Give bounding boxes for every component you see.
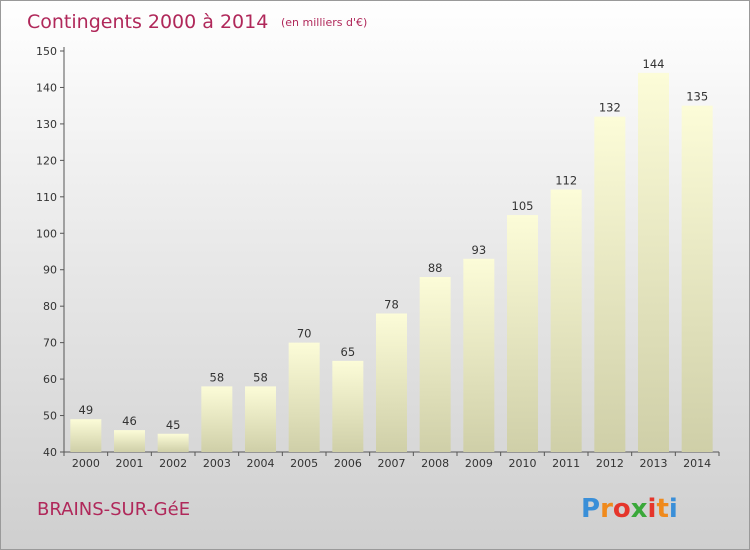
data-label-2006: 65 bbox=[341, 345, 356, 359]
bar-2007 bbox=[376, 313, 407, 452]
bar-2011 bbox=[550, 189, 582, 452]
x-tick-label-2009: 2009 bbox=[465, 457, 493, 470]
data-label-2011: 112 bbox=[555, 174, 577, 188]
logo-letter: i bbox=[669, 494, 678, 524]
data-label-2001: 46 bbox=[122, 414, 137, 428]
y-tick-label: 100 bbox=[36, 227, 57, 240]
data-label-2009: 93 bbox=[472, 243, 487, 257]
y-tick-label: 140 bbox=[36, 81, 57, 94]
bar-2000 bbox=[70, 419, 102, 452]
y-tick-label: 120 bbox=[36, 154, 57, 167]
x-tick-label-2011: 2011 bbox=[552, 457, 580, 470]
y-tick-label: 130 bbox=[36, 118, 57, 131]
data-label-2012: 132 bbox=[599, 101, 621, 115]
x-tick-label-2013: 2013 bbox=[640, 457, 668, 470]
bar-2001 bbox=[114, 430, 145, 452]
y-tick-label: 60 bbox=[43, 373, 57, 386]
commune-name: BRAINS-SUR-GéE bbox=[37, 499, 190, 520]
bar-2014 bbox=[681, 105, 713, 452]
logo-letter: i bbox=[648, 494, 657, 524]
bar-2003 bbox=[201, 386, 233, 452]
data-label-2000: 49 bbox=[79, 403, 94, 417]
bar-2009 bbox=[463, 258, 495, 452]
x-tick-label-2004: 2004 bbox=[247, 457, 275, 470]
bar-2006 bbox=[332, 360, 364, 452]
x-tick-label-2001: 2001 bbox=[116, 457, 144, 470]
data-label-2007: 78 bbox=[384, 297, 399, 311]
data-label-2005: 70 bbox=[297, 327, 312, 341]
y-tick-label: 90 bbox=[43, 264, 57, 277]
x-tick-label-2000: 2000 bbox=[72, 457, 100, 470]
y-tick-label: 150 bbox=[36, 45, 57, 58]
bar-2013 bbox=[638, 72, 669, 452]
y-tick-label: 50 bbox=[43, 410, 57, 423]
bar-2005 bbox=[288, 342, 320, 452]
data-label-2013: 144 bbox=[643, 57, 665, 71]
x-tick-label-2005: 2005 bbox=[290, 457, 318, 470]
data-label-2014: 135 bbox=[686, 90, 708, 104]
logo-letter: r bbox=[600, 494, 613, 524]
y-tick-label: 70 bbox=[43, 337, 57, 350]
chart-title: Contingents 2000 à 2014 bbox=[27, 11, 268, 33]
axes: 40 50 60 70 80 90 100 110 120 130 140 150 2000 2001 20… bbox=[36, 45, 720, 470]
logo-letter: x bbox=[631, 494, 648, 524]
x-tick-label-2008: 2008 bbox=[421, 457, 449, 470]
bar-2008 bbox=[419, 277, 451, 452]
logo-letter: P bbox=[581, 494, 600, 524]
x-tick-label-2006: 2006 bbox=[334, 457, 362, 470]
x-tick-label-2010: 2010 bbox=[509, 457, 537, 470]
y-tick-label: 80 bbox=[43, 300, 57, 313]
bar-2002 bbox=[157, 433, 189, 452]
data-label-2008: 88 bbox=[428, 261, 443, 275]
x-tick-label-2003: 2003 bbox=[203, 457, 231, 470]
x-tick-label-2007: 2007 bbox=[378, 457, 406, 470]
data-label-2002: 45 bbox=[166, 418, 181, 432]
data-label-2010: 105 bbox=[512, 199, 534, 213]
chart-subtitle: (en milliers d'€) bbox=[281, 16, 367, 29]
y-tick-label: 110 bbox=[36, 191, 57, 204]
x-tick-label-2014: 2014 bbox=[683, 457, 711, 470]
bars: 49 46 45 58 58 70 65 78 88 93 105 112 132 144 135 bbox=[70, 57, 713, 453]
logo-letter: t bbox=[656, 494, 668, 524]
data-label-2003: 58 bbox=[210, 370, 225, 384]
bar-2012 bbox=[594, 116, 626, 453]
data-label-2004: 58 bbox=[253, 370, 268, 384]
proxiti-logo: Proxiti bbox=[581, 494, 678, 524]
bar-2004 bbox=[245, 386, 276, 452]
y-tick-label: 40 bbox=[43, 446, 57, 459]
bar-2010 bbox=[507, 215, 538, 452]
x-tick-label-2002: 2002 bbox=[159, 457, 187, 470]
logo-letter: o bbox=[613, 494, 631, 524]
x-tick-label-2012: 2012 bbox=[596, 457, 624, 470]
